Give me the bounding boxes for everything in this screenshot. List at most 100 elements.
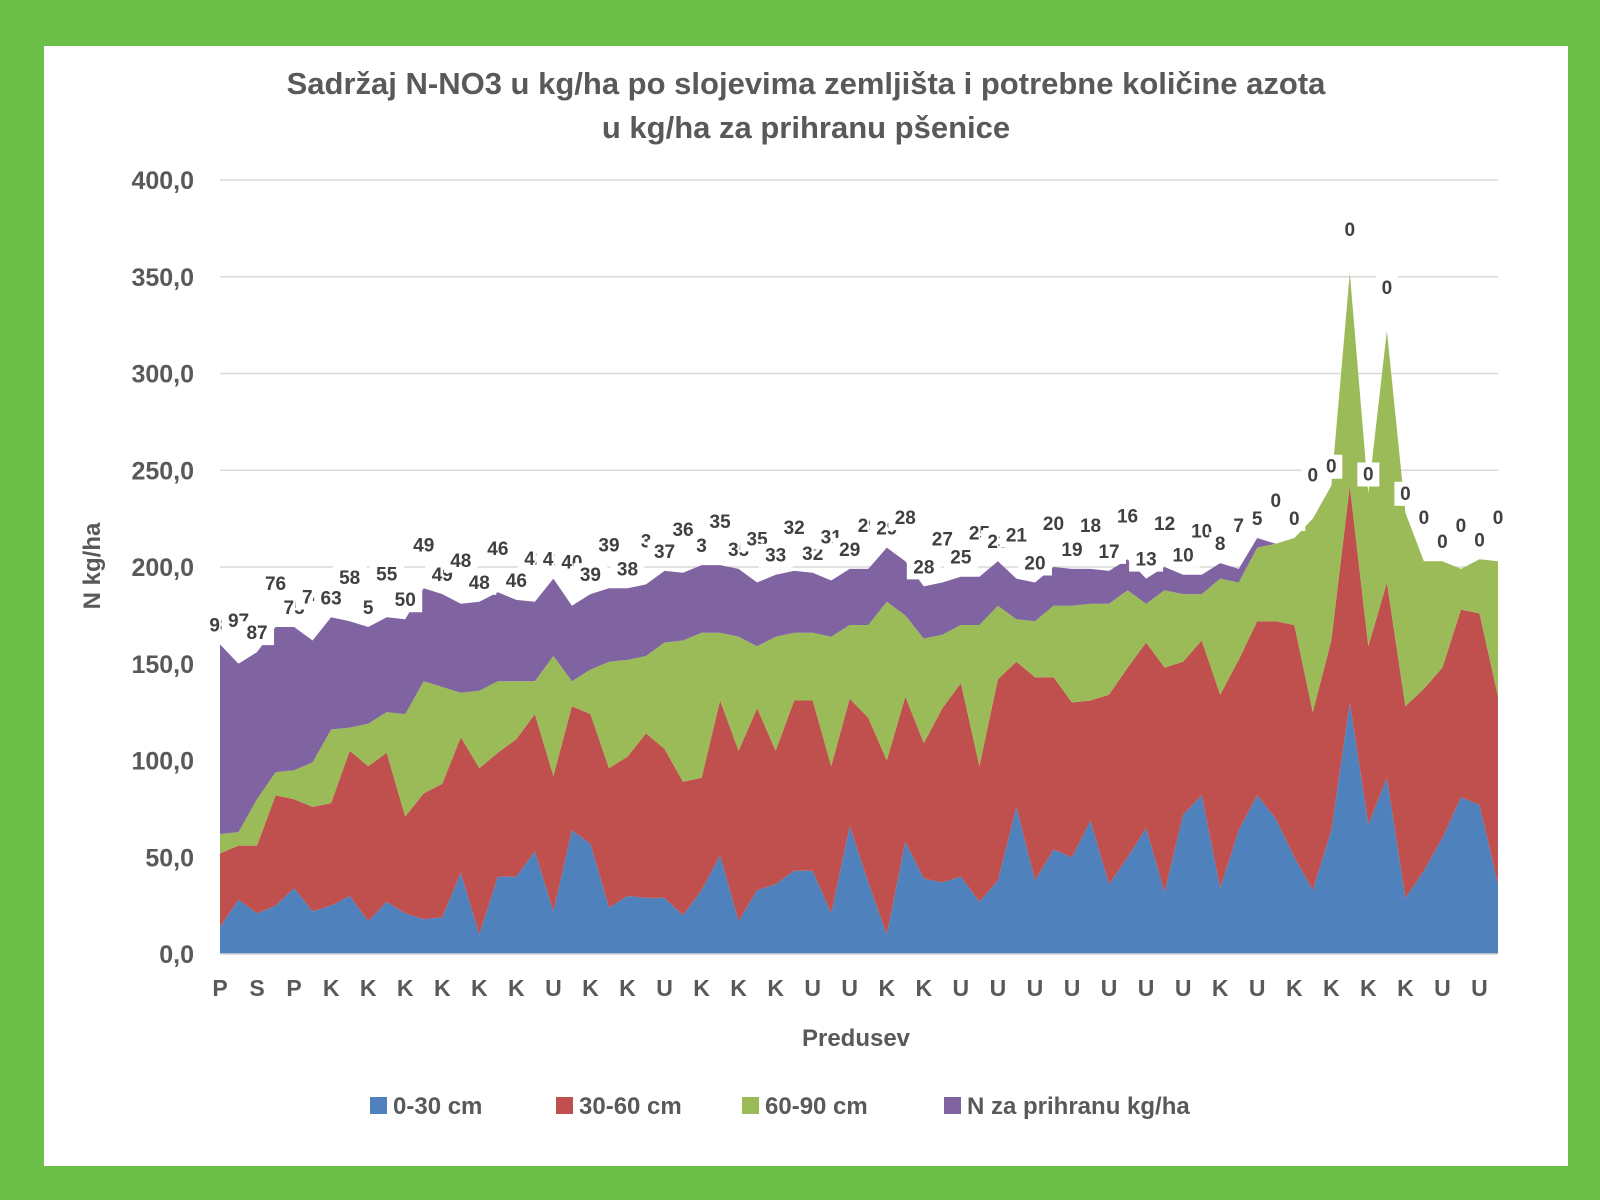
data-label: 33 [765,546,786,567]
y-axis-label: N kg/ha [79,522,106,609]
legend-label: 0-30 cm [393,1093,482,1120]
data-label-box [1283,506,1306,531]
data-label-box [388,588,423,613]
data-label-box [480,537,515,562]
x-tick-label: K [582,975,599,1001]
x-tick-label: P [212,975,227,1001]
x-tick-label: U [953,975,970,1001]
data-label: 29 [839,540,860,561]
data-label: 46 [506,571,527,592]
plot-areas [220,272,1498,954]
x-tick-label: U [1175,975,1192,1001]
data-label-box [1147,512,1182,536]
data-label: 38 [617,559,638,580]
data-label: 25 [950,548,972,569]
x-tick-label: K [360,975,377,1001]
data-label: 10 [1173,546,1194,567]
data-label-box [777,515,812,540]
data-label-box [1110,504,1145,529]
data-label-box [258,571,293,596]
data-label: 63 [321,588,342,609]
data-label-box [1246,506,1269,531]
data-label-box [332,566,367,591]
x-tick-label: U [1249,975,1266,1001]
legend-label: 30-60 cm [579,1093,682,1120]
x-tick-label: U [656,975,673,1001]
x-tick-label: K [1323,975,1340,1001]
x-tick-label: U [1027,975,1044,1001]
data-label: 35 [710,512,732,533]
legend: 0-30 cm 30-60 cm 60-90 cm N za prihranu kg/… [370,1093,1190,1120]
y-tick-label: 150,0 [131,651,194,679]
x-tick-label: U [841,975,858,1001]
x-tick-label: U [1101,975,1118,1001]
data-label-box [369,562,404,587]
data-label-box [906,555,941,580]
data-label-box [647,539,682,564]
data-label: 18 [1080,516,1101,537]
data-label: 5 [1252,509,1263,530]
x-tick-label: U [1064,975,1081,1001]
data-label-box [1320,454,1343,479]
data-label: 28 [895,508,916,529]
data-label: 0 [1307,466,1318,487]
x-tick-label: U [1434,975,1451,1001]
legend-label: 60-90 cm [765,1093,868,1120]
x-tick-label: K [397,975,414,1001]
data-label-box [1227,513,1250,538]
chart: Sadržaj N-NO3 u kg/ha po slojevima zemlj… [79,66,1509,1120]
x-tick-label: K [730,975,747,1001]
data-label-box [240,621,275,646]
data-label: 13 [1136,550,1157,571]
x-tick-label: U [990,975,1007,1001]
data-label: 28 [913,557,934,578]
data-label: 48 [450,551,471,572]
x-tick-label: K [693,975,710,1001]
data-label: 0 [1493,508,1504,529]
data-label: 17 [1098,542,1119,563]
chart-title-line-1: Sadržaj N-NO3 u kg/ha po slojevima zemlj… [287,66,1327,101]
data-label: 50 [395,590,416,611]
y-axis-ticks: 0,0 50,0 100,0 150,0 200,0 250,0 300,0 350,0 400… [131,167,194,969]
data-label: 48 [469,573,490,594]
x-tick-label: K [1286,975,1303,1001]
data-label-box [1431,530,1454,555]
data-label: 0 [1419,508,1430,529]
x-tick-label: P [286,975,301,1001]
data-label-box [499,568,534,593]
data-label: 0 [1289,509,1300,530]
x-tick-label: K [1360,975,1377,1001]
data-label: 0 [1437,532,1448,553]
data-label: 0 [1400,484,1411,505]
data-label-box [1166,543,1201,568]
data-label-box [1017,551,1052,576]
data-label-box [1375,275,1398,300]
area-series-1 [220,702,1498,954]
legend-swatch [944,1097,961,1114]
x-tick-label: U [1471,975,1488,1001]
data-label: 5 [363,598,374,619]
x-tick-label: K [619,975,636,1001]
data-label: 12 [1154,514,1175,535]
data-labels: 9897877675746358555504949484846464241403… [203,217,1509,646]
data-label-box [1036,512,1071,536]
data-label: 7 [1233,516,1244,537]
chart-panel: Sadržaj N-NO3 u kg/ha po slojevima zemlj… [44,46,1568,1166]
data-label: 3 [641,531,652,552]
data-label-box [573,563,608,588]
y-tick-label: 350,0 [131,264,194,292]
y-tick-label: 300,0 [131,361,194,389]
data-label-box [703,510,738,535]
data-label: 46 [487,539,508,560]
legend-swatch [556,1097,573,1114]
data-label: 0 [1456,516,1467,537]
data-label-box [1412,506,1435,531]
data-label: 76 [265,574,286,595]
data-label-box [1468,528,1491,553]
data-label-box [1357,462,1380,487]
x-tick-label: K [471,975,488,1001]
data-label: 55 [376,564,398,585]
x-tick-label: U [804,975,821,1001]
data-label-box [1055,537,1089,562]
